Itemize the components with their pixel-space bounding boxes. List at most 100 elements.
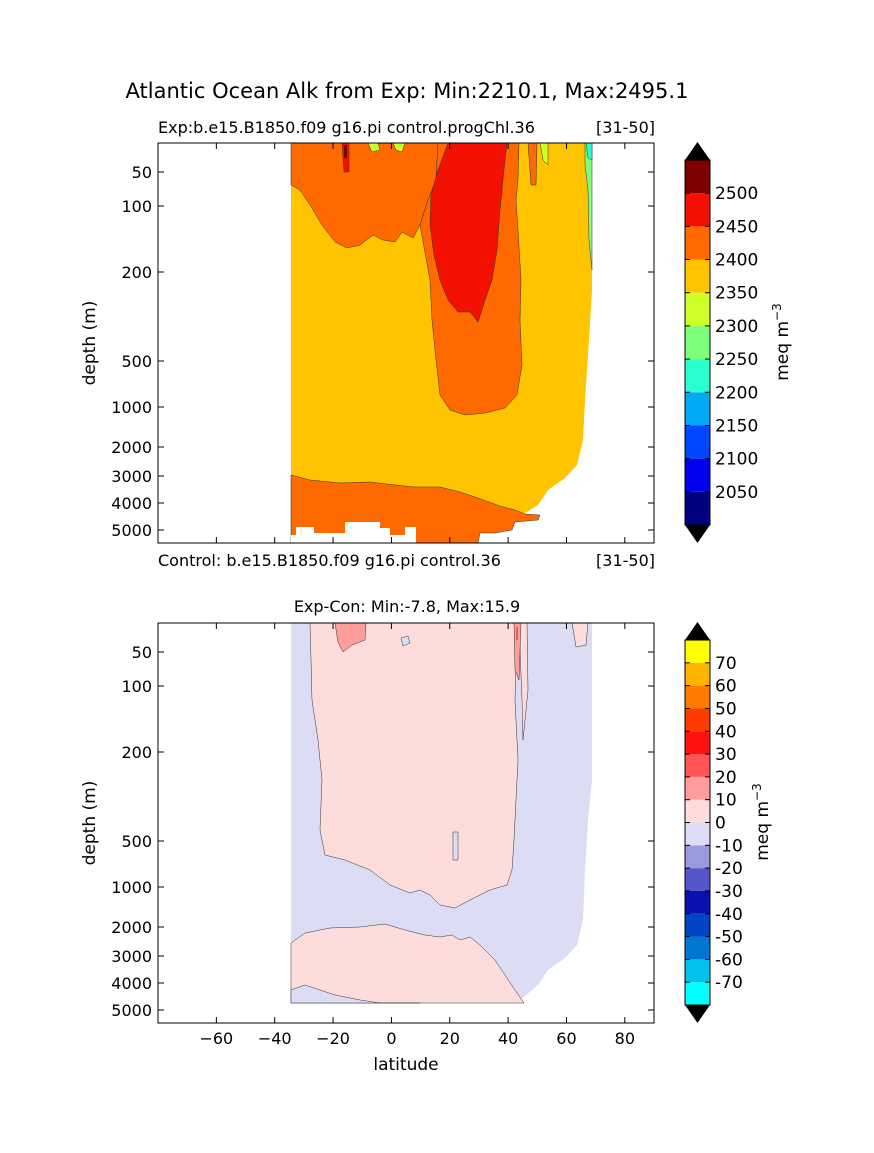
top-cbar-swatch	[685, 425, 710, 459]
bottom-region-pink-small	[571, 623, 589, 648]
top-axes-frame	[157, 142, 655, 544]
figure-suptitle: Atlantic Ocean Alk from Exp: Min:2210.1,…	[126, 79, 689, 103]
bottom-ytick-label: 2000	[111, 918, 152, 937]
top-cbar-frame	[684, 159, 711, 526]
top-cbar-tick-label: 2150	[715, 416, 758, 436]
bottom-cbar-swatch	[685, 845, 710, 869]
bottom-cbar-tick-label: 50	[715, 699, 737, 719]
bottom-cbar-swatch	[685, 868, 710, 891]
top-cbar-swatch	[685, 226, 710, 260]
top-region-cyan-right	[585, 143, 593, 161]
bottom-xtick-label: 40	[498, 1029, 518, 1048]
bottom-xtick-label: −60	[199, 1029, 233, 1048]
bottom-region-pink-right	[518, 623, 529, 741]
bottom-cbar-swatch	[685, 959, 710, 983]
top-cbar-swatch	[685, 292, 710, 326]
top-cbar-tick-label: 2450	[715, 217, 758, 237]
bottom-title: Exp-Con: Min:-7.8, Max:15.9	[294, 597, 520, 616]
top-ytick-label: 2000	[111, 438, 152, 457]
bottom-cbar-swatch	[685, 640, 710, 663]
top-cbar-swatch	[685, 491, 710, 525]
bottom-cbar-tick-label: 70	[715, 654, 737, 674]
bottom-region-red-left	[334, 623, 367, 653]
bottom-xtick-label: 80	[615, 1029, 635, 1048]
bottom-axes-frame	[157, 622, 655, 1024]
bottom-xtick-label: −40	[258, 1029, 292, 1048]
top-colorbar: 2050 2100 2150 2200 2250 2300 2350 2400 2450 2500	[684, 142, 758, 543]
bottom-cbar-swatch	[685, 708, 710, 732]
bottom-cbar-tick-label: -70	[715, 973, 743, 993]
bottom-region-blue-bottom	[290, 984, 420, 1004]
top-cbar-swatch	[685, 458, 710, 492]
bottom-colorbar-label-text: meq m	[753, 801, 773, 861]
bottom-cbar-tick-label: 20	[715, 768, 737, 788]
bottom-cbar-tick-label: 0	[715, 814, 726, 834]
top-ytick-label: 200	[121, 263, 152, 282]
top-title-left: Exp:b.e15.B1850.f09 g16.pi control.progC…	[158, 118, 535, 137]
bottom-ytick-label: 50	[132, 643, 152, 662]
top-ytick-label: 50	[132, 163, 152, 182]
bottom-colorbar-label-exp: −3	[750, 783, 764, 801]
bottom-ytick-label: 4000	[111, 974, 152, 993]
top-cbar-swatch	[685, 160, 710, 194]
top-region-darkred-cell	[344, 145, 347, 158]
bottom-cbar-swatch	[685, 776, 710, 800]
top-region-yg-right	[539, 143, 549, 166]
bottom-field	[290, 623, 592, 1023]
top-colorbar-label: meq m−3	[770, 303, 793, 380]
bottom-ytick-label: 200	[121, 743, 152, 762]
top-region-yg-blob-1	[367, 143, 381, 153]
bottom-x-axis: −60 −40 −20 0 20 40 60 80	[199, 623, 635, 1048]
top-cbar-over-arrow	[685, 142, 710, 160]
bottom-cbar-swatch	[685, 982, 710, 1005]
bottom-cbar-tick-label: -50	[715, 928, 743, 948]
top-cbar-tick-label: 2250	[715, 350, 758, 370]
top-cbar-tick-label: 2200	[715, 383, 758, 403]
top-cbar-tick-label: 2300	[715, 317, 758, 337]
bottom-cbar-swatch	[685, 754, 710, 777]
bottom-ytick-label: 1000	[111, 878, 152, 897]
bottom-ylabel: depth (m)	[80, 781, 100, 866]
bottom-cbar-swatch	[685, 685, 710, 709]
top-region-bottom-land	[291, 522, 416, 543]
bottom-cbar-tick-label: -20	[715, 859, 743, 879]
bottom-ytick-label: 500	[121, 832, 152, 851]
bottom-xlabel: latitude	[373, 1055, 438, 1075]
bottom-region-red-right	[513, 623, 522, 681]
top-bottom-right-label: [31-50]	[596, 551, 655, 570]
bottom-region-blue-sliver	[452, 831, 459, 861]
bottom-region-pink-main	[309, 623, 519, 909]
bottom-y-axis: 50 100 200 500 1000 2000 3000 4000 5000	[111, 643, 654, 1020]
bottom-cbar-tick-label: 10	[715, 791, 737, 811]
bottom-ytick-label: 100	[121, 677, 152, 696]
top-title-right: [31-50]	[596, 118, 655, 137]
top-region-green-right	[584, 143, 593, 271]
bottom-cbar-tick-label: -30	[715, 882, 743, 902]
top-ytick-label: 4000	[111, 494, 152, 513]
bottom-cbar-swatch	[685, 822, 710, 846]
top-cbar-swatch	[685, 193, 710, 227]
top-ytick-label: 1000	[111, 398, 152, 417]
top-region-yg-blob-2	[392, 143, 406, 153]
bottom-cbar-swatch	[685, 799, 710, 823]
bottom-cbar-tick-label: -40	[715, 905, 743, 925]
top-bottom-left-label: Control: b.e15.B1850.f09 g16.pi control.…	[158, 551, 501, 570]
bottom-cbar-tick-label: 40	[715, 722, 737, 742]
top-field	[290, 143, 593, 543]
top-cbar-tick-label: 2500	[715, 184, 758, 204]
top-ytick-label: 100	[121, 197, 152, 216]
bottom-cbar-tick-label: 60	[715, 677, 737, 697]
bottom-xtick-label: 60	[556, 1029, 576, 1048]
bottom-cbar-tick-label: -60	[715, 950, 743, 970]
bottom-xtick-label: 0	[386, 1029, 396, 1048]
bottom-cbar-swatch	[685, 913, 710, 937]
top-y-axis: 50 100 200 500 1000 2000 3000 4000 5000	[111, 163, 654, 540]
bottom-cbar-under-arrow	[685, 1005, 710, 1023]
top-ylabel: depth (m)	[80, 301, 100, 386]
bottom-region-bottom-land	[291, 1007, 416, 1023]
top-ytick-label: 3000	[111, 467, 152, 486]
bottom-xtick-label: −20	[316, 1029, 350, 1048]
